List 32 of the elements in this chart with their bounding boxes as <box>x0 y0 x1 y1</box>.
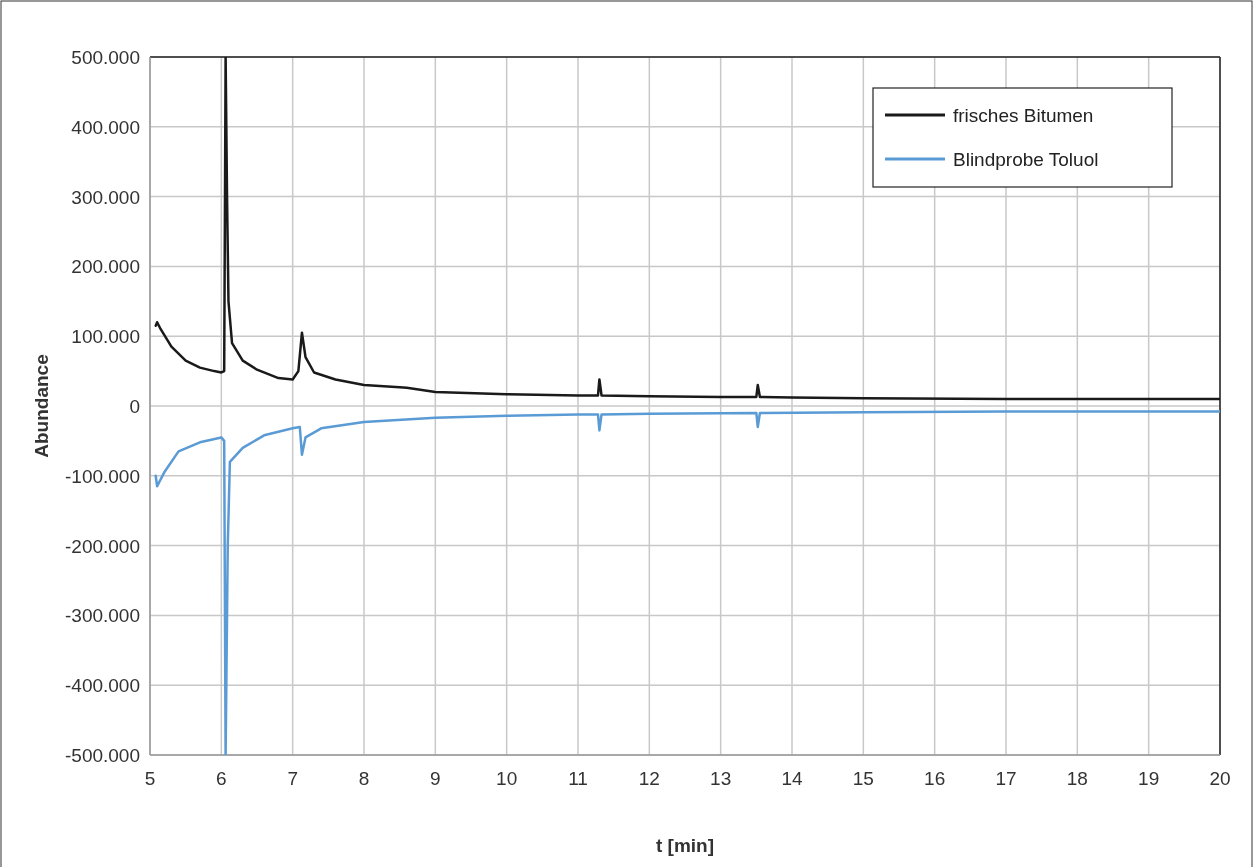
y-tick-label: -400.000 <box>64 675 140 697</box>
x-tick-label: 19 <box>1138 768 1160 789</box>
line-series <box>154 410 1220 755</box>
y-axis-title: Abundance <box>31 354 52 458</box>
x-tick-label: 11 <box>568 768 588 789</box>
y-tick-label: -200.000 <box>64 535 140 557</box>
x-tick-label: 18 <box>1066 768 1088 789</box>
x-tick-label: 16 <box>924 768 946 789</box>
x-tick-label: 8 <box>358 768 370 789</box>
y-tick-label: -300.000 <box>64 605 140 627</box>
x-tick-label: 14 <box>781 768 803 789</box>
legend-label: frisches Bitumen <box>953 105 1094 126</box>
x-tick-label: 13 <box>710 768 732 789</box>
y-tick-label: -500.000 <box>64 745 140 766</box>
x-tick-label: 5 <box>144 768 156 789</box>
legend-label: Blindprobe Toluol <box>953 149 1099 170</box>
y-tick-label: 400.000 <box>71 116 140 138</box>
y-tick-label: -100.000 <box>64 465 140 487</box>
x-tick-label: 7 <box>287 768 298 789</box>
y-tick-label: 100.000 <box>71 326 140 348</box>
y-tick-label: 200.000 <box>71 256 140 278</box>
x-tick-label: 12 <box>638 768 660 789</box>
x-tick-label: 9 <box>430 768 441 789</box>
x-axis-title: t [min] <box>655 835 715 856</box>
x-tick-label: 20 <box>1209 768 1231 789</box>
y-tick-label: 500.000 <box>71 47 140 68</box>
x-tick-label: 17 <box>995 768 1017 789</box>
x-tick-label: 10 <box>496 768 518 789</box>
y-tick-label: 300.000 <box>71 186 140 208</box>
x-tick-label: 15 <box>852 768 874 789</box>
y-tick-label: 0 <box>129 396 140 417</box>
x-tick-label: 6 <box>216 768 227 789</box>
